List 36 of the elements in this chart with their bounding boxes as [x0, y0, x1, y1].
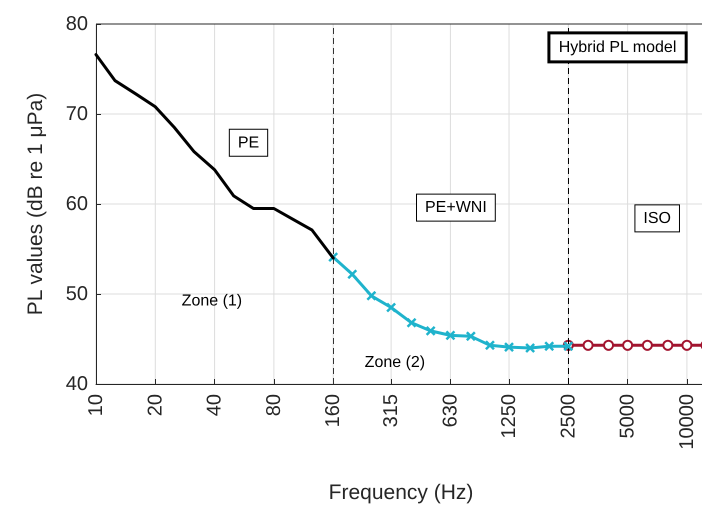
point [366, 290, 377, 302]
annotation: ISO [643, 210, 671, 227]
annotation: PE+WNI [425, 199, 487, 216]
point [406, 318, 417, 328]
annotation: Zone (1) [182, 292, 242, 310]
point [484, 340, 496, 351]
point [504, 342, 514, 352]
y-tick-label: 60 [66, 193, 88, 215]
x-axis-title: Frequency (Hz) [328, 481, 474, 504]
x-tick-label: 40 [204, 394, 226, 416]
x-tick-label: 20 [144, 394, 166, 416]
x-tick-label: 10 [85, 394, 107, 416]
line-series [94, 53, 335, 260]
point [466, 331, 476, 342]
y-axis-title: PL values (dB re 1 μPa) [24, 92, 47, 316]
y-tick-label: 50 [66, 283, 88, 305]
point [425, 326, 436, 336]
x-tick-label: 2500 [557, 394, 580, 438]
point [544, 340, 554, 352]
x-tick-label: 80 [262, 394, 285, 416]
annotation: PE [238, 134, 260, 152]
x-tick-label: 10000 [676, 394, 698, 450]
annotation: Zone (2) [364, 354, 426, 371]
x-tick-label: 1250 [498, 394, 520, 438]
x-tick-label: 630 [439, 394, 462, 428]
x-tick-label: 160 [322, 394, 344, 428]
annotation: Hybrid PL model [558, 38, 676, 56]
x-tick-label: 5000 [616, 394, 639, 438]
y-tick-label: 70 [66, 103, 88, 125]
point [524, 342, 536, 354]
y-tick-label: 80 [66, 13, 88, 35]
point [347, 268, 358, 280]
point [445, 330, 456, 341]
point [386, 302, 396, 313]
x-tick-label: 315 [380, 394, 402, 428]
y-tick-label: 40 [66, 373, 88, 395]
